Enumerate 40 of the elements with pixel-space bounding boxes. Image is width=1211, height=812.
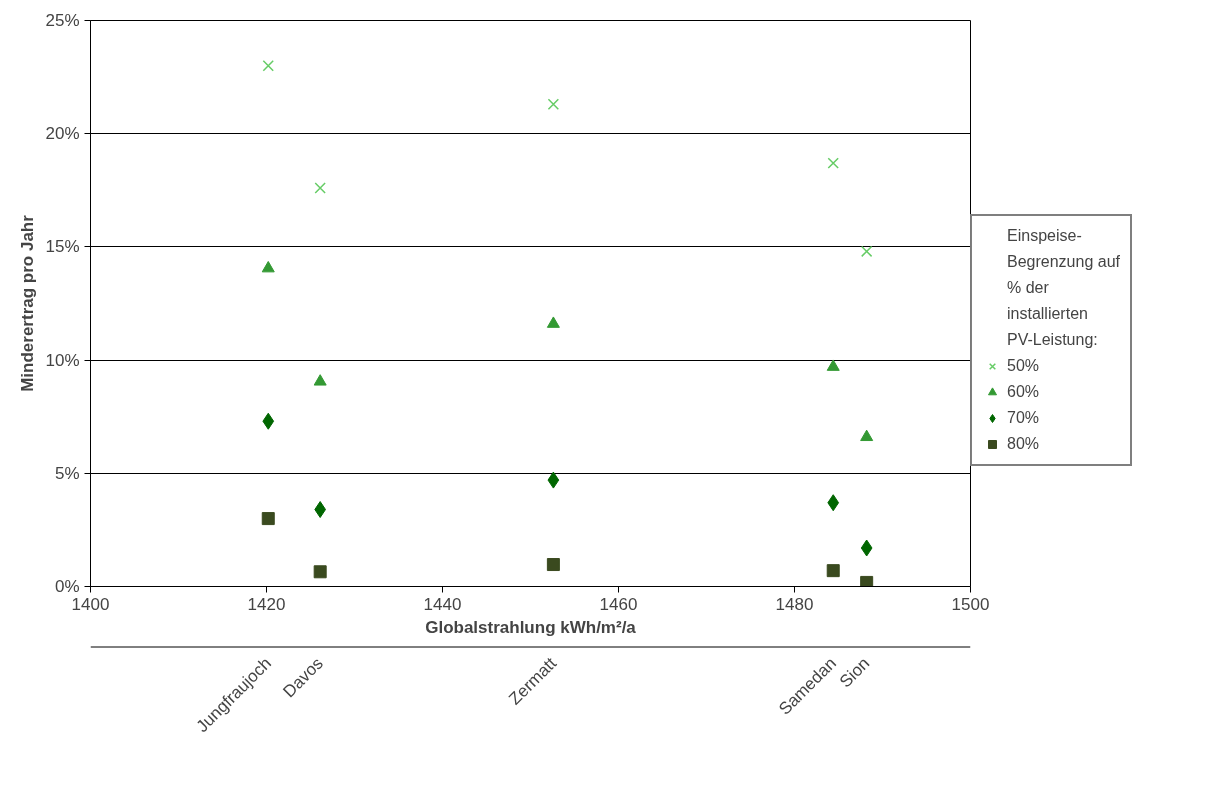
point [827, 157, 839, 169]
point [860, 539, 873, 557]
y-axis-title: Minderertrag pro Jahr [18, 214, 38, 392]
legend-label: 60% [1007, 382, 1040, 402]
point [547, 471, 560, 489]
point [313, 565, 327, 579]
point [546, 316, 560, 328]
legend-title: Einspeise-Begrenzung auf % der installierten PV-Leistung: [1007, 226, 1120, 350]
point [313, 374, 327, 386]
y-tick-label: 15% [45, 237, 80, 257]
legend-label: 50% [1007, 356, 1040, 376]
x-tick-label: 1420 [247, 594, 286, 614]
point [827, 494, 840, 512]
point [262, 412, 275, 430]
y-tick-label: 5% [54, 463, 80, 483]
x-tick-label: 1460 [599, 594, 638, 614]
x-tick-label: 1480 [775, 594, 814, 614]
y-tick-label: 20% [45, 124, 80, 144]
x-axis-title: Globalstrahlung kWh/m²/a [425, 617, 637, 637]
point [314, 501, 327, 519]
point [860, 429, 874, 442]
legend-label: 70% [1007, 408, 1040, 428]
point [261, 512, 275, 526]
point [860, 575, 874, 587]
y-tick-label: 10% [45, 350, 80, 370]
point [826, 359, 840, 371]
point [826, 564, 840, 578]
point [860, 245, 873, 258]
x-tick-label: 1400 [71, 594, 110, 614]
y-tick-label: 25% [45, 11, 80, 30]
point [546, 558, 560, 572]
y-tick-label: 0% [54, 577, 80, 596]
x-tick-label: 1500 [951, 594, 990, 614]
point [314, 182, 326, 194]
text: Sion [835, 653, 874, 692]
legend-label: 80% [1007, 434, 1040, 454]
point [262, 60, 274, 72]
point [261, 260, 275, 273]
point [547, 98, 560, 110]
x-tick-label: 1440 [423, 594, 462, 614]
